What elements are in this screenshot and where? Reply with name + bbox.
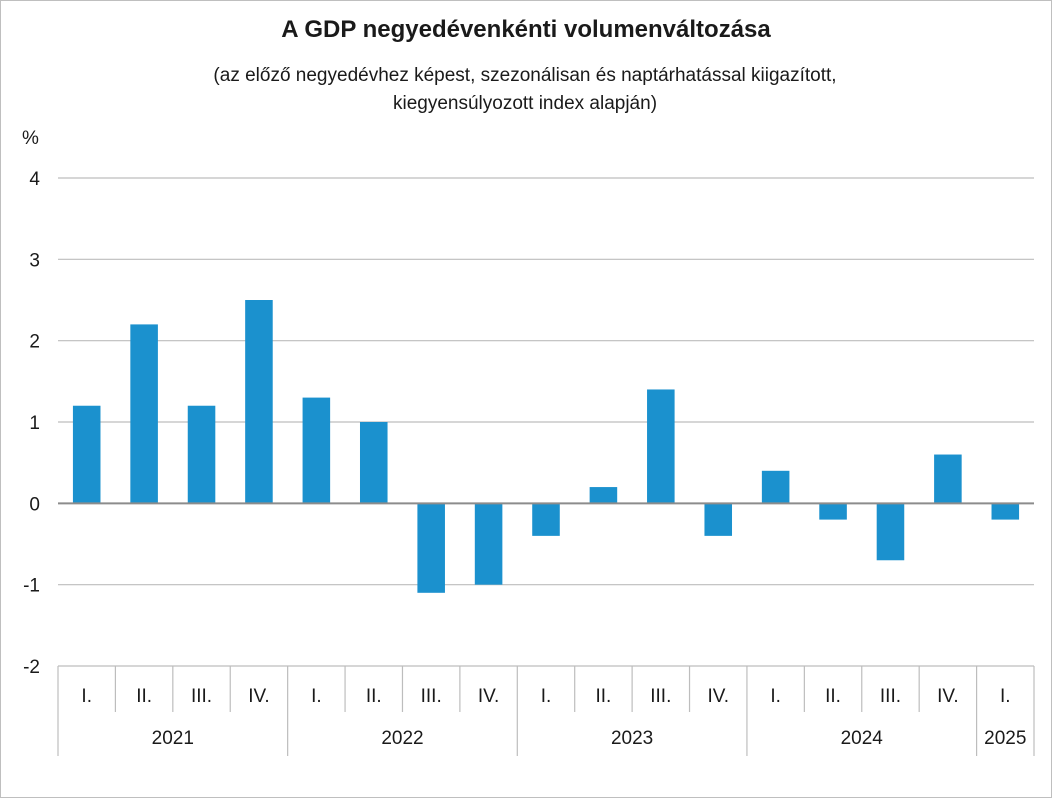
y-tick-label: 0 <box>29 494 40 515</box>
subtitle-line-1: (az előző negyedévhez képest, szezonális… <box>213 65 837 86</box>
category-label: IV. <box>248 686 270 707</box>
bar <box>72 405 101 504</box>
category-label: III. <box>191 686 212 707</box>
y-tick-label: 3 <box>29 250 40 271</box>
bar <box>761 470 790 504</box>
category-label: I. <box>81 686 92 707</box>
chart-title: A GDP negyedévenkénti volumenváltozása <box>281 16 771 43</box>
category-label: II. <box>595 686 611 707</box>
category-label: IV. <box>478 686 500 707</box>
bar <box>302 397 331 504</box>
category-label: II. <box>136 686 152 707</box>
bar <box>589 487 618 504</box>
bar <box>991 503 1020 520</box>
category-label: II. <box>366 686 382 707</box>
y-tick-label: 2 <box>29 332 40 353</box>
category-label: IV. <box>937 686 959 707</box>
year-label: 2021 <box>152 728 194 749</box>
category-label: I. <box>311 686 322 707</box>
category-label: I. <box>541 686 552 707</box>
year-label: 2022 <box>381 728 423 749</box>
subtitle-line-2: kiegyensúlyozott index alapján) <box>392 93 658 114</box>
category-label: III. <box>880 686 901 707</box>
bar <box>187 405 216 504</box>
bar <box>647 389 675 504</box>
y-tick-label: 1 <box>29 413 40 434</box>
category-label: III. <box>421 686 442 707</box>
bar <box>532 503 560 536</box>
bar <box>130 324 158 504</box>
bar <box>417 503 445 593</box>
bar <box>704 503 733 536</box>
year-label: 2025 <box>984 728 1026 749</box>
category-label: III. <box>650 686 671 707</box>
bar <box>474 503 503 585</box>
y-axis-unit: % <box>22 128 39 149</box>
bar <box>819 503 847 520</box>
bar <box>876 503 905 561</box>
category-label: I. <box>770 686 781 707</box>
year-label: 2023 <box>611 728 653 749</box>
chart-subtitle: (az előző negyedévhez képest, szezonális… <box>150 62 900 118</box>
category-label: I. <box>1000 686 1011 707</box>
bar <box>934 454 962 504</box>
y-tick-label: 4 <box>29 169 40 190</box>
year-label: 2024 <box>841 728 884 749</box>
bar <box>245 300 273 504</box>
bar <box>359 422 388 504</box>
category-label: IV. <box>707 686 729 707</box>
y-tick-label: -1 <box>23 576 40 597</box>
category-label: II. <box>825 686 841 707</box>
y-tick-label: -2 <box>23 657 40 678</box>
